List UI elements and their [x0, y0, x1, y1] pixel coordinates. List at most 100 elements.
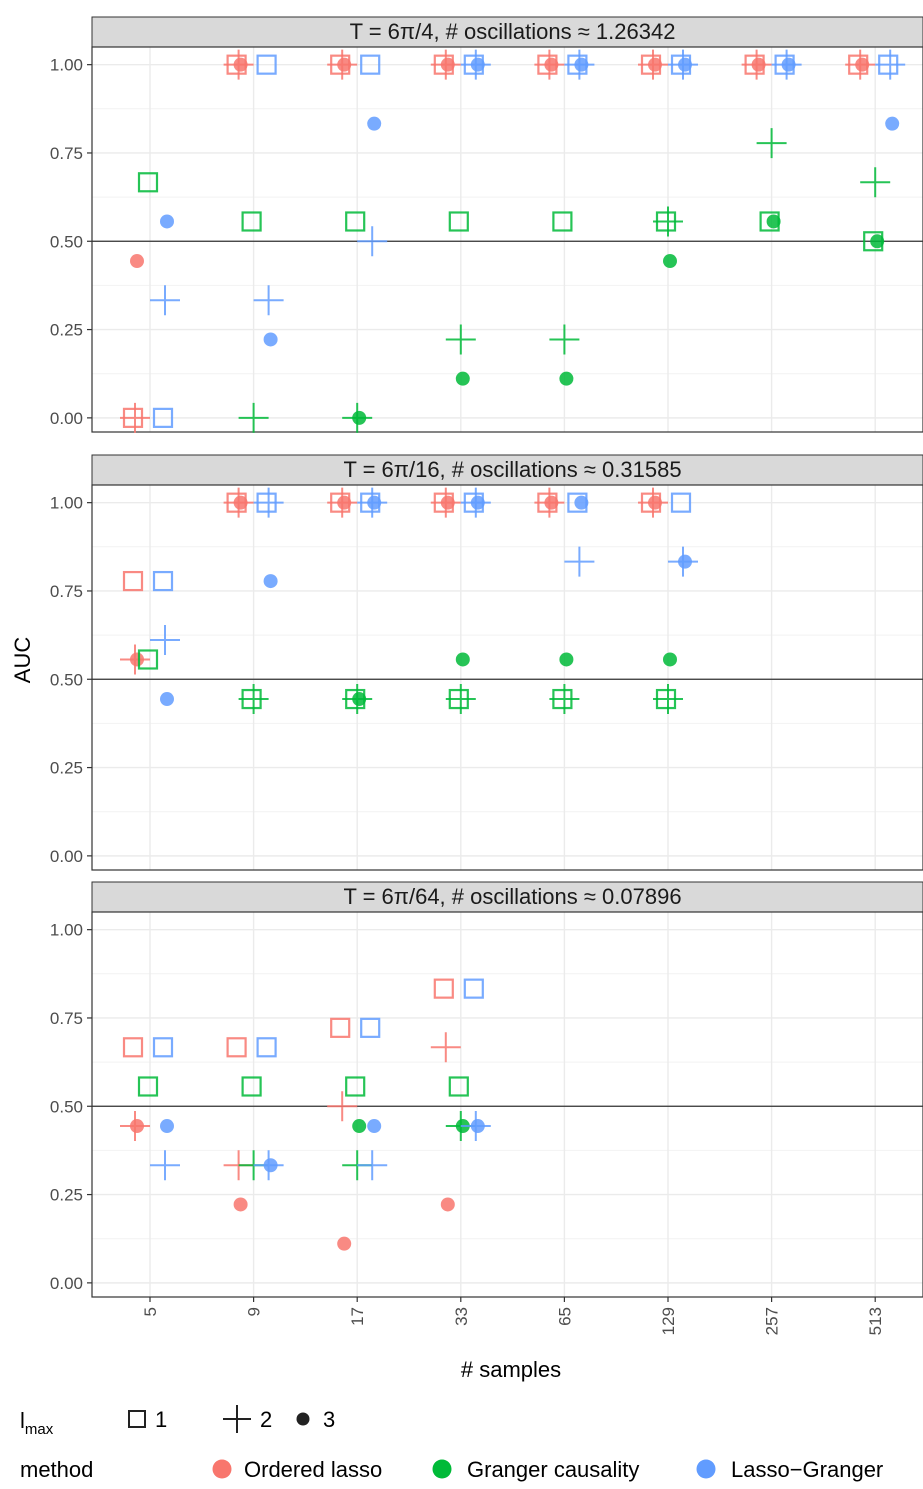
x-tick-label: 65: [555, 1307, 574, 1326]
data-point-lassogranger-lmax1: [152, 570, 174, 592]
data-point-ordered-lmax1: [122, 1037, 144, 1058]
x-tick-label: 17: [348, 1307, 367, 1326]
facet-title: T = 6π/64, # oscillations ≈ 0.07896: [343, 884, 681, 909]
data-point-ordered-lmax3: [233, 495, 248, 510]
data-point-lassogranger-lmax3: [574, 495, 589, 510]
legend-method-label: Ordered lasso: [244, 1457, 382, 1482]
legend-method-label: Lasso−Granger: [731, 1457, 883, 1482]
data-point-ordered-lmax3: [751, 57, 766, 72]
data-point-lassogranger-lmax3: [574, 57, 589, 72]
data-point-ordered-lmax3: [648, 495, 662, 510]
data-point-granger-lmax3: [559, 652, 574, 667]
data-points: [120, 487, 698, 715]
legend-method-title: method: [20, 1457, 93, 1482]
facet-panel: T = 6π/64, # oscillations ≈ 0.07896 0.00 0…: [50, 881, 923, 1298]
data-point-granger-lmax2: [860, 167, 891, 198]
data-point-ordered-lmax3: [440, 495, 455, 510]
data-point-lassogranger-lmax1: [152, 407, 174, 428]
legend-method-label: Granger causality: [467, 1457, 639, 1482]
data-point-granger-lmax3: [663, 254, 677, 269]
data-point-lassogranger-lmax3: [781, 57, 796, 72]
legend-color-dot-icon: [212, 1459, 232, 1479]
data-point-lassogranger-lmax3: [470, 495, 485, 510]
facet-panels: T = 6π/4, # oscillations ≈ 1.26342 0.00 0.…: [50, 16, 923, 1298]
data-point-granger-lmax3: [559, 371, 574, 386]
data-point-lassogranger-lmax1: [463, 978, 484, 999]
data-point-granger-lmax2: [445, 324, 476, 355]
data-point-ordered-lmax3: [130, 1119, 144, 1134]
y-tick-label: 0.75: [50, 582, 83, 601]
data-point-granger-lmax2: [756, 128, 787, 159]
legend-lmax-label: 2: [260, 1407, 272, 1432]
x-axis-title: # samples: [461, 1357, 561, 1382]
facet-title: T = 6π/16, # oscillations ≈ 0.31585: [343, 457, 681, 482]
data-point-lassogranger-lmax3: [263, 332, 278, 347]
data-point-lassogranger-lmax3: [160, 214, 174, 229]
x-tick-label: 9: [245, 1307, 264, 1316]
data-point-granger-lmax1: [137, 649, 159, 670]
y-tick-label: 1.00: [50, 494, 83, 513]
data-point-granger-lmax1: [137, 1076, 159, 1097]
facet-strip: [91, 454, 923, 486]
legend-color-dot-icon: [432, 1459, 452, 1479]
legend-lmax: lmax 1 2 3: [20, 1405, 335, 1438]
data-point-granger-lmax2: [653, 206, 683, 237]
data-point-lassogranger-lmax2: [253, 487, 284, 518]
data-point-lassogranger-lmax2: [150, 285, 180, 316]
data-point-lassogranger-lmax3: [678, 554, 692, 569]
y-tick-label: 0.00: [50, 409, 83, 428]
data-point-ordered-lmax2: [430, 1032, 461, 1063]
data-point-granger-lmax2: [549, 324, 580, 355]
data-point-granger-lmax3: [352, 692, 367, 707]
data-point-lassogranger-lmax2: [357, 1150, 388, 1181]
data-point-lassogranger-lmax3: [678, 57, 692, 72]
data-point-granger-lmax2: [445, 684, 476, 715]
legend-open-square-icon: [128, 1410, 146, 1428]
y-tick-label: 0.25: [50, 1186, 83, 1205]
data-point-granger-lmax1: [241, 211, 262, 232]
y-tick-label: 0.50: [50, 1097, 83, 1116]
data-point-granger-lmax3: [455, 371, 470, 386]
data-point-lassogranger-lmax2: [875, 49, 906, 80]
plot-area: [92, 47, 923, 432]
data-point-lassogranger-lmax2: [357, 226, 388, 257]
data-point-lassogranger-lmax2: [150, 1150, 180, 1181]
data-point-ordered-lmax1: [122, 570, 144, 592]
data-point-granger-lmax1: [241, 1076, 262, 1097]
facet-strip: [91, 16, 923, 48]
panel-border: [91, 911, 923, 1298]
data-point-lassogranger-lmax1: [360, 1017, 381, 1038]
data-point-lassogranger-lmax1: [670, 492, 692, 513]
data-points: [120, 49, 906, 433]
data-point-ordered-lmax3: [440, 57, 455, 72]
x-tick-label: 257: [763, 1307, 782, 1335]
data-point-granger-lmax3: [870, 234, 885, 249]
y-tick-label: 0.00: [50, 1274, 83, 1293]
data-point-ordered-lmax3: [130, 652, 144, 667]
data-point-lassogranger-lmax2: [150, 625, 180, 656]
data-point-ordered-lmax3: [130, 254, 144, 269]
data-point-granger-lmax1: [552, 211, 573, 232]
data-point-ordered-lmax3: [440, 1197, 455, 1212]
x-tick-label: 33: [452, 1307, 471, 1326]
data-point-granger-lmax3: [352, 410, 367, 425]
data-point-granger-lmax2: [549, 684, 580, 715]
data-point-ordered-lmax3: [337, 57, 352, 72]
data-point-ordered-lmax1: [226, 1037, 247, 1058]
data-point-lassogranger-lmax3: [263, 574, 278, 589]
data-point-ordered-lmax3: [337, 1236, 352, 1251]
data-point-granger-lmax2: [653, 684, 683, 715]
y-tick-label: 1.00: [50, 56, 83, 75]
facet-title: T = 6π/4, # oscillations ≈ 1.26342: [350, 19, 676, 44]
data-point-lassogranger-lmax3: [160, 692, 174, 707]
data-point-lassogranger-lmax1: [256, 54, 277, 75]
data-point-lassogranger-lmax3: [470, 57, 485, 72]
facet-panel: T = 6π/4, # oscillations ≈ 1.26342 0.00 0.…: [50, 16, 923, 433]
y-tick-label: 0.00: [50, 847, 83, 866]
data-point-lassogranger-lmax1: [152, 1037, 174, 1058]
data-point-granger-lmax3: [663, 652, 677, 667]
legend-lmax-label: 3: [323, 1407, 335, 1432]
data-point-granger-lmax1: [448, 1076, 469, 1097]
data-point-lassogranger-lmax3: [470, 1119, 485, 1134]
